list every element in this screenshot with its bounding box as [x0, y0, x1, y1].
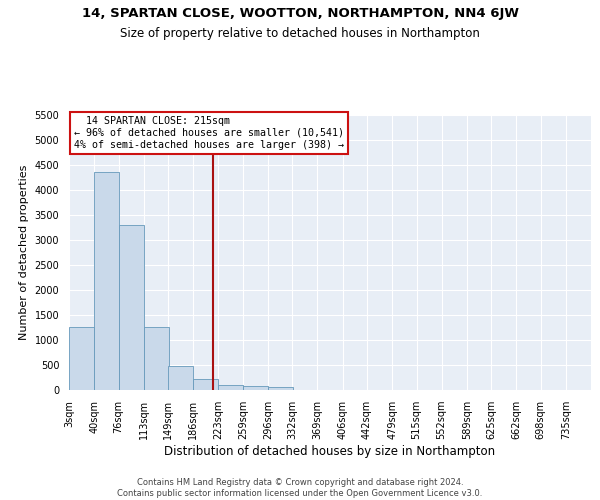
X-axis label: Distribution of detached houses by size in Northampton: Distribution of detached houses by size …	[164, 445, 496, 458]
Text: 14 SPARTAN CLOSE: 215sqm  
← 96% of detached houses are smaller (10,541)
4% of s: 14 SPARTAN CLOSE: 215sqm ← 96% of detach…	[74, 116, 344, 150]
Bar	[143, 327, 169, 390]
Bar	[69, 327, 94, 390]
Text: Contains HM Land Registry data © Crown copyright and database right 2024.
Contai: Contains HM Land Registry data © Crown c…	[118, 478, 482, 498]
Bar	[268, 387, 293, 390]
Text: Size of property relative to detached houses in Northampton: Size of property relative to detached ho…	[120, 28, 480, 40]
Y-axis label: Number of detached properties: Number of detached properties	[19, 165, 29, 340]
Bar	[119, 225, 143, 390]
Bar	[168, 366, 193, 390]
Text: 14, SPARTAN CLOSE, WOOTTON, NORTHAMPTON, NN4 6JW: 14, SPARTAN CLOSE, WOOTTON, NORTHAMPTON,…	[82, 8, 518, 20]
Bar	[94, 172, 119, 390]
Bar	[193, 379, 218, 390]
Bar	[218, 385, 244, 390]
Bar	[243, 386, 268, 390]
